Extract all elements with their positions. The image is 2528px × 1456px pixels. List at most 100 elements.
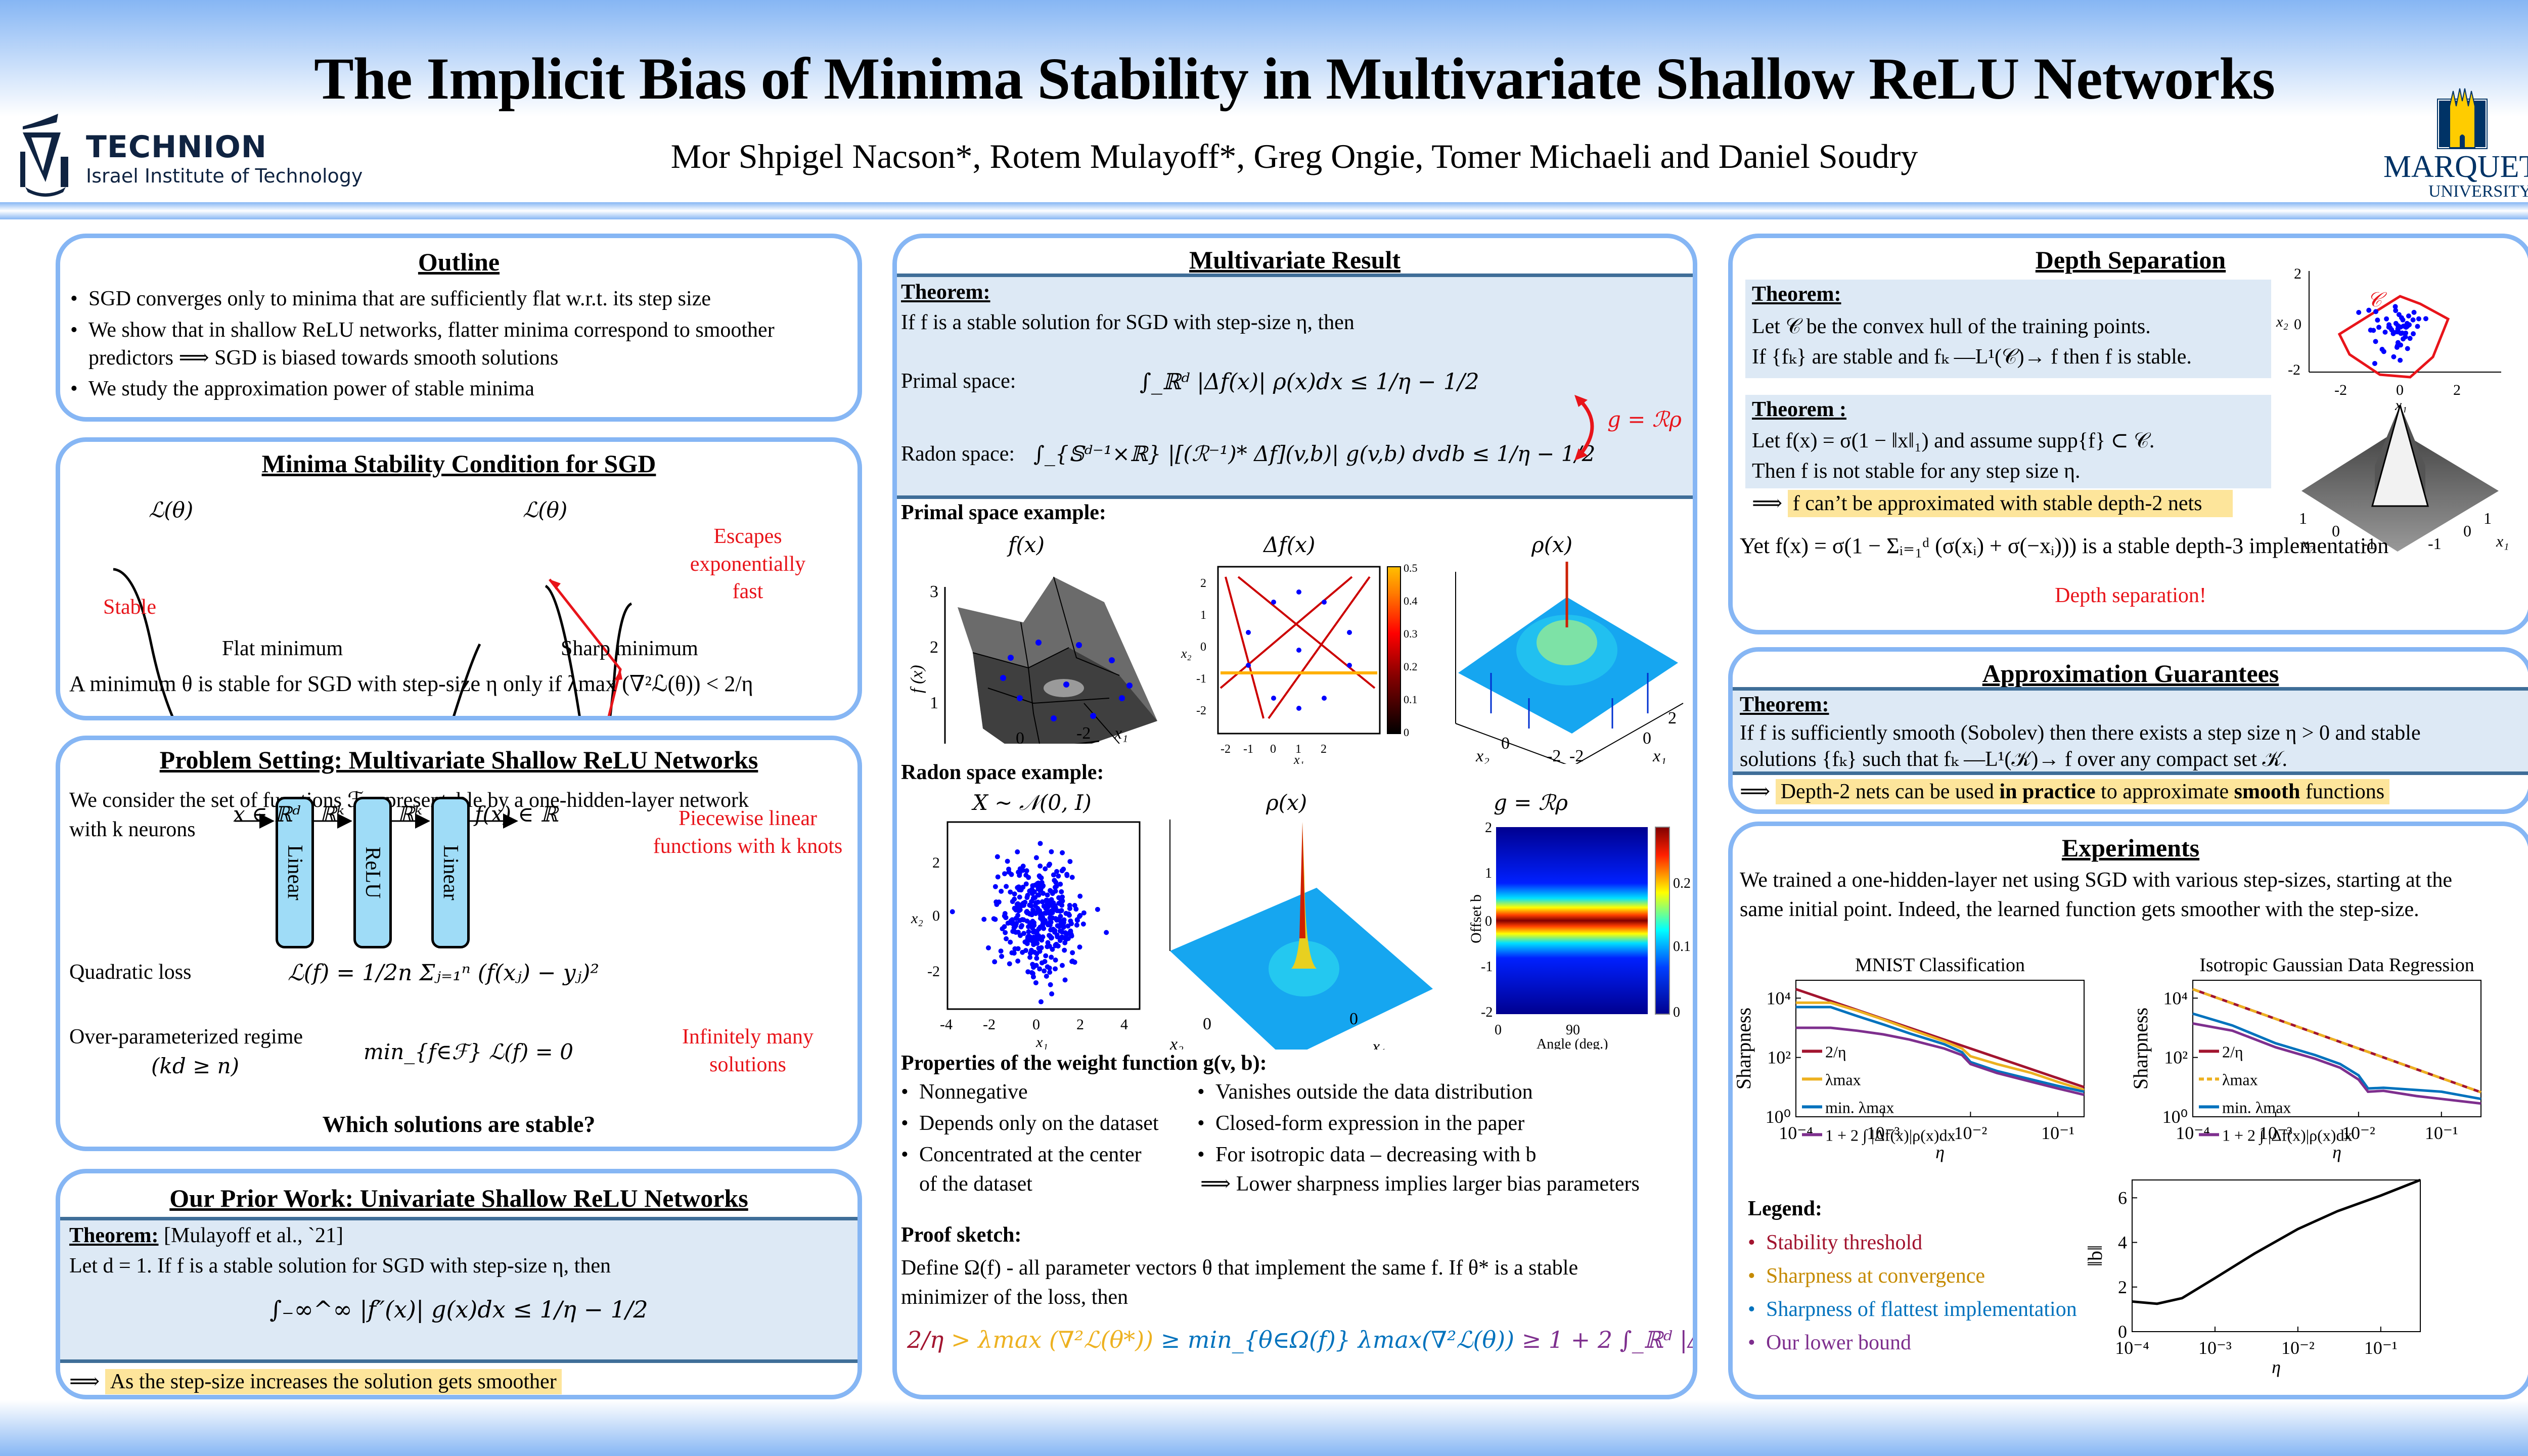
svg-text:x₂: x₂ bbox=[2276, 313, 2288, 330]
depth-conclusion: ⟹ f can’t be approximated with stable de… bbox=[1752, 490, 2233, 518]
divider bbox=[60, 1359, 857, 1363]
overparam-label: Over-parameterized regime bbox=[69, 1025, 303, 1049]
svg-text:-2: -2 bbox=[1246, 1048, 1260, 1050]
prior-theorem-box bbox=[60, 1220, 857, 1359]
bias-norm-chart: 10⁻⁴ 10⁻³ 10⁻² 10⁻¹ 0 2 4 6 η ‖b‖ bbox=[2084, 1178, 2421, 1377]
svg-text:2: 2 bbox=[1321, 743, 1327, 756]
property-item: Closed-form expression in the paper bbox=[1197, 1111, 1524, 1135]
overparam-condition: (kd ≥ n) bbox=[151, 1054, 240, 1078]
stable-label: Stable bbox=[103, 596, 156, 619]
radon-space-equation: ∫_{𝕊ᵈ⁻¹×ℝ} |[(ℛ⁻¹)* Δf](v,b)| g(v,b) dvd… bbox=[1033, 441, 1596, 466]
plot-area bbox=[2132, 1179, 2421, 1332]
svg-text:-4: -4 bbox=[940, 1016, 953, 1033]
svg-text:-1: -1 bbox=[2362, 534, 2376, 552]
angle-axis-label: Angle (deg.) bbox=[1537, 1036, 1608, 1050]
svg-text:0: 0 bbox=[1349, 1010, 1358, 1028]
x-tick-label: 10⁻² bbox=[1954, 1123, 1987, 1143]
svg-text:1: 1 bbox=[2484, 509, 2492, 527]
linear-layer-2: Linear bbox=[431, 797, 470, 948]
svg-text:-1: -1 bbox=[2428, 534, 2442, 552]
proof-equation: 2/η > λmax (∇²ℒ(θ*)) ≥ min_{θ∈Ω(f)} λmax… bbox=[907, 1326, 1693, 1353]
depth-theorem-2-box bbox=[1745, 395, 2271, 488]
problem-panel: Problem Setting: Multivariate Shallow Re… bbox=[56, 736, 862, 1151]
svg-text:Offset b: Offset b bbox=[1468, 894, 1484, 943]
proof-text-2: minimizer of the loss, then bbox=[901, 1286, 1128, 1309]
f-surface-plot: 3210 f (x) 0-2x₁ 2 bbox=[908, 576, 1157, 744]
rho-surface-plot: 0 02-2 -2 x₂ x₁ bbox=[1455, 562, 1684, 764]
svg-text:-1: -1 bbox=[1196, 672, 1206, 686]
outline-bullet: We study the approximation power of stab… bbox=[70, 377, 534, 401]
plot-area bbox=[2192, 980, 2481, 1117]
outline-panel: Outline SGD converges only to minima tha… bbox=[56, 234, 862, 422]
technion-subtitle: Israel Institute of Technology bbox=[86, 165, 363, 187]
legend-label: 1 + 2 ∫ |Δf(x)|ρ(x)dx bbox=[1825, 1126, 1955, 1145]
svg-text:2: 2 bbox=[2294, 266, 2301, 282]
legend-label: λmax bbox=[2222, 1070, 2258, 1088]
svg-text:-1: -1 bbox=[1481, 959, 1493, 975]
pyramid-surface-plot: 10-110-1 x₂ x₁ bbox=[2299, 405, 2509, 552]
svg-text:0.1: 0.1 bbox=[1404, 693, 1418, 706]
multivariate-panel: Multivariate Result Theorem: If f is a s… bbox=[892, 234, 1697, 1399]
properties-heading: Properties of the weight function g(v, b… bbox=[901, 1052, 1267, 1075]
series-line bbox=[1796, 1006, 2085, 1093]
proof-heading: Proof sketch: bbox=[901, 1223, 1022, 1247]
mnist-sharpness-chart: MNIST Classification 10⁻⁴ 10⁻³ 10⁻² 10⁻¹ 10⁰ 1… bbox=[1735, 954, 2085, 1162]
primal-space-equation: ∫_ℝᵈ |Δf(x)| ρ(x)dx ≤ 1/η − 1/2 bbox=[1140, 369, 1479, 395]
rho-gaussian-plot: 0 0 -2 -2 x₂ x₁ bbox=[1169, 820, 1433, 1050]
multivariate-theorem-box bbox=[897, 277, 1693, 495]
prior-work-title: Our Prior Work: Univariate Shallow ReLU … bbox=[169, 1184, 748, 1212]
problem-title: Problem Setting: Multivariate Shallow Re… bbox=[159, 746, 758, 774]
svg-text:x₂: x₂ bbox=[1475, 747, 1489, 764]
prior-theorem-statement: Let d = 1. If f is a stable solution for… bbox=[69, 1254, 611, 1278]
legend-flattest-implementation: Sharpness of flattest implementation bbox=[1748, 1297, 2077, 1322]
overparam-equation: min_{f∈ℱ} ℒ(f) = 0 bbox=[364, 1039, 573, 1064]
legend-lower-bound: Our lower bound bbox=[1748, 1331, 1911, 1355]
legend-label: 2/η bbox=[2222, 1042, 2243, 1061]
y-tick-label: 10⁴ bbox=[1766, 988, 1791, 1008]
approximation-theorem-label: Theorem: bbox=[1740, 693, 1829, 716]
depth-theorem-2-line-1: Let f(x) = σ(1 − ‖x‖₁) and assume supp{f… bbox=[1752, 429, 2155, 452]
stability-panel: Minima Stability Condition for SGD ℒ(θ) … bbox=[56, 437, 862, 720]
primal-space-label: Primal space: bbox=[901, 370, 1016, 393]
svg-text:0: 0 bbox=[1203, 1015, 1211, 1033]
legend-label: min. λmax bbox=[2222, 1098, 2291, 1116]
experiments-text: We trained a one-hidden-layer net using … bbox=[1740, 869, 2453, 892]
depth-theorem-1-box bbox=[1745, 280, 2271, 378]
svg-text:-2: -2 bbox=[927, 963, 940, 980]
y-tick-label: 2 bbox=[2118, 1277, 2127, 1297]
escapes-label: Escapes exponentially fast bbox=[690, 525, 806, 604]
y-tick-label: 6 bbox=[2118, 1188, 2127, 1208]
svg-text:-2: -2 bbox=[1547, 747, 1561, 764]
svg-text:-2: -2 bbox=[983, 1016, 996, 1033]
outline-title: Outline bbox=[418, 248, 500, 276]
property-item: Vanishes outside the data distribution bbox=[1197, 1080, 1533, 1104]
svg-text:-2: -2 bbox=[1569, 747, 1584, 764]
svg-text:-2: -2 bbox=[2288, 361, 2300, 378]
svg-text:0: 0 bbox=[2294, 316, 2301, 333]
quadratic-loss-label: Quadratic loss bbox=[69, 961, 192, 984]
svg-text:0: 0 bbox=[1270, 743, 1276, 756]
radon-example-heading: Radon space example: bbox=[901, 761, 1104, 784]
series-line bbox=[1796, 1026, 2085, 1096]
chart-title: MNIST Classification bbox=[1855, 954, 2025, 976]
sharp-minimum-curve bbox=[545, 584, 633, 716]
svg-text:1: 1 bbox=[1295, 743, 1301, 756]
multivariate-title: Multivariate Result bbox=[1189, 246, 1401, 274]
svg-text:-2: -2 bbox=[2334, 382, 2347, 398]
proof-text: Define Ω(f) - all parameter vectors θ th… bbox=[901, 1256, 1578, 1280]
marquette-logo: MARQUETTE UNIVERSITY bbox=[2376, 86, 2528, 202]
svg-text:-2: -2 bbox=[1221, 743, 1231, 756]
x-tick-label: 10⁻³ bbox=[2259, 1123, 2292, 1143]
theorem-label: Theorem: bbox=[901, 281, 990, 304]
plot-title-rho: ρ(x) bbox=[1531, 532, 1573, 557]
hidden-space-label-2: ℝᵏ bbox=[397, 802, 423, 827]
depth-theorem-1-line-2: If {fₖ} are stable and fₖ —L¹(𝒞)→ f then… bbox=[1752, 345, 2192, 369]
depth-separation-note: Depth separation! bbox=[2055, 584, 2206, 607]
x-tick-label: 10⁻⁴ bbox=[1779, 1123, 1813, 1143]
infinite-solutions-note: Infinitely many solutions bbox=[682, 1025, 814, 1076]
flat-minimum-label: Flat minimum bbox=[222, 637, 343, 660]
depth-theorem-1-label: Theorem: bbox=[1752, 283, 1841, 306]
plot-title-rho-radon: ρ(x) bbox=[1266, 790, 1307, 815]
divider bbox=[897, 274, 1693, 277]
stability-question: Which solutions are stable? bbox=[322, 1111, 596, 1137]
